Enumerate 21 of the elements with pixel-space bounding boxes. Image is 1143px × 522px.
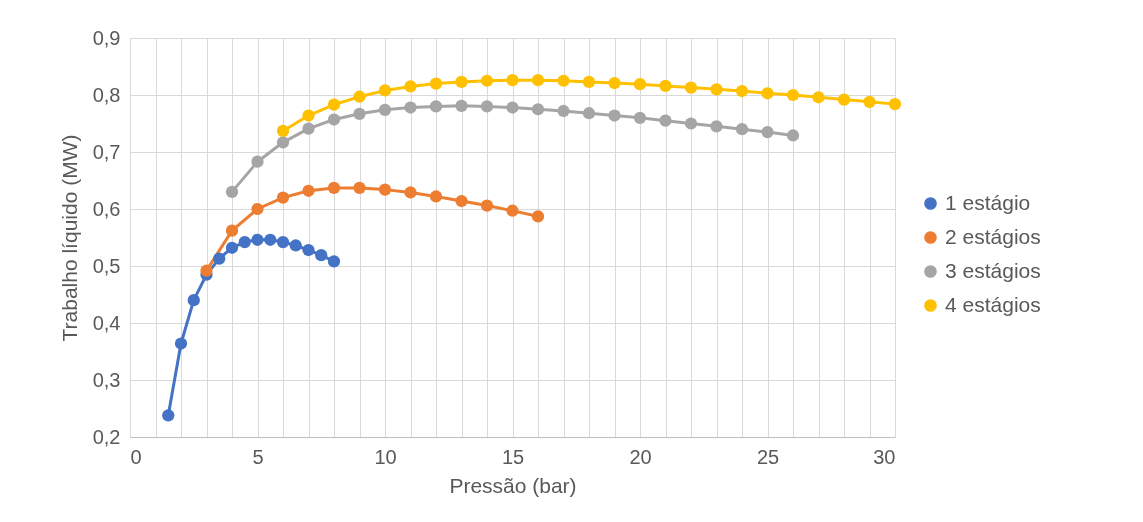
y-axis-title: Trabalho líquido (MW) xyxy=(57,134,81,342)
x-tick-label: 25 xyxy=(756,445,780,468)
x-axis-title: Pressão (bar) xyxy=(449,473,577,497)
y-tick-label: 0,2 xyxy=(92,425,121,448)
x-tick-label: 30 xyxy=(873,445,896,468)
y-tick-label: 0,9 xyxy=(92,26,121,49)
y-tick-label: 0,3 xyxy=(92,368,121,391)
legend-label: 3 estágios xyxy=(945,258,1041,282)
x-tick-label: 0 xyxy=(130,445,142,468)
legend-label: 2 estágios xyxy=(945,224,1041,248)
legend-label: 4 estágios xyxy=(945,292,1041,316)
x-tick-label: 20 xyxy=(629,445,652,468)
y-tick-label: 0,4 xyxy=(92,311,121,334)
x-tick-label: 5 xyxy=(252,445,264,468)
y-tick-label: 0,6 xyxy=(92,197,121,220)
y-tick-label: 0,8 xyxy=(92,83,121,106)
y-tick-label: 0,7 xyxy=(92,140,121,163)
y-tick-label: 0,5 xyxy=(92,254,121,277)
x-tick-label: 15 xyxy=(501,445,525,468)
legend-label: 1 estágio xyxy=(945,190,1031,214)
x-tick-label: 10 xyxy=(374,445,397,468)
